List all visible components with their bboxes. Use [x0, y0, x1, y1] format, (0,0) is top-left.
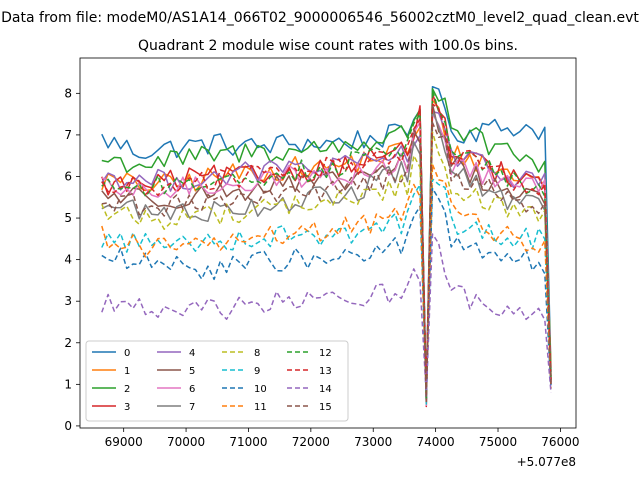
legend-box — [85, 340, 349, 422]
y-tick-label: 7 — [64, 128, 72, 142]
series-line-7 — [101, 109, 552, 394]
legend-label-15: 15 — [319, 402, 332, 413]
series-line-13 — [101, 103, 552, 391]
series-line-11 — [101, 163, 552, 398]
legend-label-6: 6 — [189, 384, 195, 395]
x-offset-label: +5.077e8 — [517, 455, 576, 469]
x-tick-label: 69000 — [105, 435, 143, 449]
series-line-10 — [101, 187, 552, 392]
y-tick-label: 8 — [64, 86, 72, 100]
y-tick-label: 6 — [64, 169, 72, 183]
legend-label-3: 3 — [124, 402, 130, 413]
legend-label-13: 13 — [319, 366, 332, 377]
legend-label-1: 1 — [124, 366, 130, 377]
y-tick-label: 0 — [64, 419, 72, 433]
x-tick-label: 73000 — [354, 435, 392, 449]
series-line-15 — [101, 121, 552, 403]
series-line-2 — [101, 87, 552, 402]
x-tick-label: 74000 — [417, 435, 455, 449]
legend-label-0: 0 — [124, 348, 130, 359]
figure-suptitle: Data from file: modeM0/AS1A14_066T02_900… — [1, 10, 639, 26]
y-tick-label: 5 — [64, 211, 72, 225]
series-line-14 — [101, 233, 552, 397]
plot-frame — [79, 57, 577, 429]
legend-label-5: 5 — [189, 366, 195, 377]
legend-label-14: 14 — [319, 384, 332, 395]
legend-label-8: 8 — [254, 348, 260, 359]
series-line-6 — [101, 112, 552, 407]
legend-label-9: 9 — [254, 366, 260, 377]
chart-title: Quadrant 2 module wise count rates with … — [138, 38, 518, 54]
x-tick-label: 71000 — [229, 435, 267, 449]
y-tick-label: 1 — [64, 377, 72, 391]
x-axis: 69000 70000 71000 72000 73000 74000 75000 76000 — [105, 428, 579, 449]
legend-label-7: 7 — [189, 402, 195, 413]
y-tick-label: 2 — [64, 336, 72, 350]
y-axis: 0 1 2 3 4 5 6 7 8 — [64, 86, 80, 433]
y-tick-label: 4 — [64, 253, 72, 267]
x-tick-label: 76000 — [541, 435, 579, 449]
x-tick-label: 72000 — [292, 435, 330, 449]
x-tick-label: 70000 — [167, 435, 205, 449]
legend-label-2: 2 — [124, 384, 130, 395]
x-tick-label: 75000 — [479, 435, 517, 449]
series-line-8 — [101, 131, 552, 399]
series-line-0 — [101, 85, 552, 390]
legend-label-11: 11 — [254, 402, 267, 413]
series-layer — [101, 85, 552, 408]
legend-label-4: 4 — [189, 348, 195, 359]
legend-label-12: 12 — [319, 348, 332, 359]
series-line-9 — [101, 178, 552, 405]
y-tick-label: 3 — [64, 294, 72, 308]
legend-label-10: 10 — [254, 384, 267, 395]
